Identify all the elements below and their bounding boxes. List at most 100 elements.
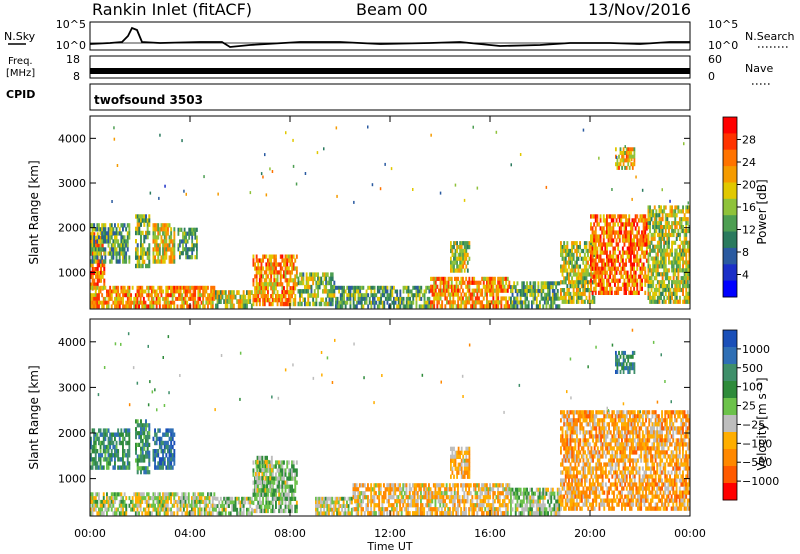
power-cell-7 xyxy=(278,262,281,267)
velocity-cell-8 xyxy=(358,499,361,504)
power-cell-3 xyxy=(146,251,149,256)
power-cell-16 xyxy=(653,264,656,269)
velocity-cell-1 xyxy=(155,507,158,512)
power-cell-14 xyxy=(636,254,639,259)
power-cell-10 xyxy=(490,276,493,281)
power-cell-16 xyxy=(683,276,686,281)
power-cell-2 xyxy=(136,296,139,301)
power-cell-1 xyxy=(122,239,124,244)
velocity-cell-5 xyxy=(292,464,295,469)
velocity-cell-1 xyxy=(90,511,92,516)
velocity-cell-1 xyxy=(102,499,105,504)
power-cell-9 xyxy=(421,304,424,309)
power-cell-2 xyxy=(194,304,197,309)
power-cell-5 xyxy=(189,231,192,236)
velocity-cell-8 xyxy=(387,483,390,488)
power-cell-13 xyxy=(568,264,570,269)
power-cell-7 xyxy=(271,266,274,271)
power-cell-7 xyxy=(286,286,289,291)
velocity-cell-0 xyxy=(94,453,97,458)
power-cell-7 xyxy=(258,290,261,295)
power-cell-14 xyxy=(634,242,637,247)
power-cell-8 xyxy=(315,297,318,302)
velocity-cell-1 xyxy=(208,499,211,504)
power-cell-1 xyxy=(93,235,96,240)
power-cell-4 xyxy=(158,227,161,232)
power-cell-10 xyxy=(508,296,511,301)
power-cell-14 xyxy=(641,278,643,283)
power-cell-14 xyxy=(596,218,599,223)
velocity-cell-8 xyxy=(399,507,401,512)
power-cell-14 xyxy=(617,290,620,295)
velocity-cell-1 xyxy=(171,492,174,497)
velocity-cell-0 xyxy=(106,461,108,466)
power-cell-7 xyxy=(252,301,255,307)
power-cell-14 xyxy=(620,230,623,235)
velocity-cell-7 xyxy=(344,496,347,501)
velocity-cell-0 xyxy=(109,457,112,462)
power-cell-7 xyxy=(260,286,263,291)
power-cell-9 xyxy=(417,289,419,294)
power-cell-5 xyxy=(177,227,180,232)
power-cell-9 xyxy=(396,293,399,298)
velocity-cell-8 xyxy=(405,487,408,492)
power-cell-10 xyxy=(474,296,477,301)
velocity-cell-8 xyxy=(431,511,434,516)
velocity-cell-5 xyxy=(291,508,293,514)
power-echo xyxy=(295,182,298,186)
power-cell-1 xyxy=(118,243,121,248)
power-cell-4 xyxy=(157,247,160,252)
power-cell-16 xyxy=(647,256,650,261)
velocity-cell-8 xyxy=(426,495,429,500)
velocity-cell-0 xyxy=(96,465,99,470)
power-cell-14 xyxy=(596,238,599,243)
power-cell-14 xyxy=(636,222,639,227)
velocity-cell-1 xyxy=(94,492,97,497)
power-cell-16 xyxy=(660,252,662,257)
power-cell-7 xyxy=(281,294,284,299)
power-cell-8 xyxy=(331,272,334,277)
velocity-cell-1 xyxy=(166,492,169,497)
velocity-cell-8 xyxy=(386,507,389,512)
power-cell-2 xyxy=(114,300,116,305)
power-cell-7 xyxy=(273,286,276,291)
power-cell-16 xyxy=(652,256,655,261)
power-cell-16 xyxy=(679,284,681,289)
power-cell-13 xyxy=(572,295,575,300)
velocity-cell-8 xyxy=(426,499,429,504)
power-cell-9 xyxy=(413,293,416,298)
power-cell-9 xyxy=(354,304,357,309)
power-cell-13 xyxy=(590,245,593,250)
power-cell-13 xyxy=(566,241,569,246)
power-cell-10 xyxy=(487,300,490,305)
power-cell-13 xyxy=(561,248,564,254)
power-cell-14 xyxy=(634,270,637,275)
velocity-cell-4 xyxy=(236,507,239,512)
power-cell-10 xyxy=(476,284,479,289)
power-cell-11 xyxy=(459,241,461,246)
power-cell-2 xyxy=(91,285,94,290)
power-cell-10 xyxy=(460,284,463,289)
power-cell-8 xyxy=(323,272,326,277)
power-cell-16 xyxy=(688,252,690,257)
power-cell-10 xyxy=(474,288,477,293)
power-cell-5 xyxy=(196,235,198,240)
power-cell-16 xyxy=(686,291,689,296)
velocity-cell-0 xyxy=(115,453,118,458)
power-cell-7 xyxy=(257,266,260,271)
power-cell-3 xyxy=(146,234,149,240)
velocity-cell-8 xyxy=(371,487,374,492)
power-cell-9 xyxy=(409,304,411,309)
velocity-cell-7 xyxy=(346,504,348,508)
velocity-cell-8 xyxy=(381,507,384,512)
power-cell-8 xyxy=(312,276,315,282)
velocity-cell-1 xyxy=(90,492,92,497)
power-cell-2 xyxy=(176,296,179,301)
power-cell-12 xyxy=(556,304,559,309)
velocity-cell-7 xyxy=(328,496,330,501)
velocity-cell-0 xyxy=(110,449,113,454)
power-cell-14 xyxy=(594,286,597,291)
power-cell-0 xyxy=(90,239,92,245)
velocity-cell-0 xyxy=(109,444,112,450)
power-cell-12 xyxy=(526,304,528,309)
